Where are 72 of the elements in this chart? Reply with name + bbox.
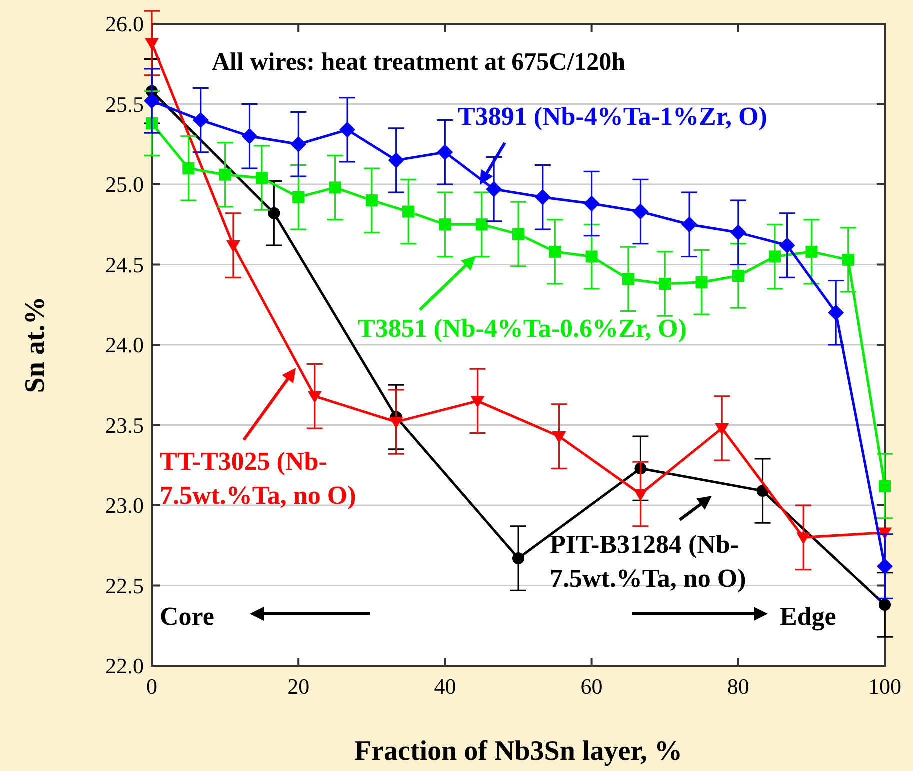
series-label: T3891 (Nb-4%Ta-1%Zr, O): [458, 102, 768, 131]
point: [389, 417, 404, 430]
legend-label: PIT-B31284 (Nb-7.5wt.%Ta, no O): [550, 530, 746, 593]
y-tick-label: 23.5: [106, 412, 144, 438]
y-tick-label: 26.0: [106, 12, 144, 37]
point: [329, 182, 342, 194]
point: [486, 181, 502, 198]
point: [402, 206, 415, 218]
point: [226, 240, 240, 252]
point: [634, 489, 648, 502]
point: [828, 304, 844, 321]
point: [622, 273, 634, 286]
point: [534, 189, 551, 206]
point: [437, 144, 454, 160]
point: [806, 246, 818, 258]
y-tick-label: 25.5: [106, 92, 144, 117]
y-tick-label: 24.5: [106, 252, 144, 278]
x-tick-label: 60: [580, 674, 603, 699]
point: [796, 532, 811, 545]
y-tick-label: 25.0: [106, 172, 144, 198]
point: [308, 391, 322, 404]
x-tick-label: 100: [868, 674, 902, 699]
point: [339, 122, 356, 138]
point: [268, 207, 280, 220]
x-tick-label: 40: [434, 674, 456, 699]
point: [144, 93, 160, 110]
point: [219, 168, 232, 181]
text: All wires: heat treatment at 675C/120h: [212, 49, 626, 76]
point: [439, 218, 452, 231]
point: [732, 270, 744, 282]
point: [512, 228, 524, 240]
point: [586, 250, 598, 263]
y-tick-label: 24.0: [106, 332, 144, 358]
annotation: Edge: [780, 602, 836, 631]
point: [879, 599, 891, 612]
point: [552, 431, 566, 444]
point: [842, 254, 854, 266]
point: [632, 204, 649, 220]
point: [182, 162, 195, 174]
annotation: Core: [160, 602, 214, 631]
point: [879, 480, 891, 492]
point: [682, 216, 698, 233]
point: [388, 152, 404, 168]
point: [715, 423, 730, 436]
point: [659, 278, 672, 290]
point: [584, 196, 600, 212]
point: [730, 224, 746, 241]
point: [256, 172, 268, 184]
y-tick-label: 22.5: [106, 573, 144, 598]
point: [145, 38, 159, 50]
point: [877, 558, 893, 574]
point: [512, 552, 524, 564]
point: [779, 237, 796, 254]
point: [290, 136, 307, 152]
x-tick-label: 20: [288, 674, 310, 699]
y-axis-title: Sn at.%: [20, 296, 51, 394]
y-tick-label: 23.0: [106, 493, 144, 518]
x-axis-title: Fraction of Nb3Sn layer, %: [354, 736, 682, 767]
point: [549, 246, 562, 258]
point: [769, 250, 782, 263]
x-tick-label: 80: [727, 674, 750, 699]
point: [192, 112, 209, 128]
point: [242, 128, 258, 144]
y-tick-label: 22.0: [106, 654, 144, 679]
point: [470, 396, 485, 408]
point: [366, 194, 378, 207]
point: [292, 191, 305, 204]
point: [696, 276, 708, 288]
point: [476, 218, 488, 231]
legend-label: T3851 (Nb-4%Ta-0.6%Zr, O): [358, 314, 687, 343]
x-tick-label: 0: [146, 674, 158, 699]
series-label: TT-T3025 (Nb-7.5wt.%Ta, no O): [160, 447, 356, 510]
